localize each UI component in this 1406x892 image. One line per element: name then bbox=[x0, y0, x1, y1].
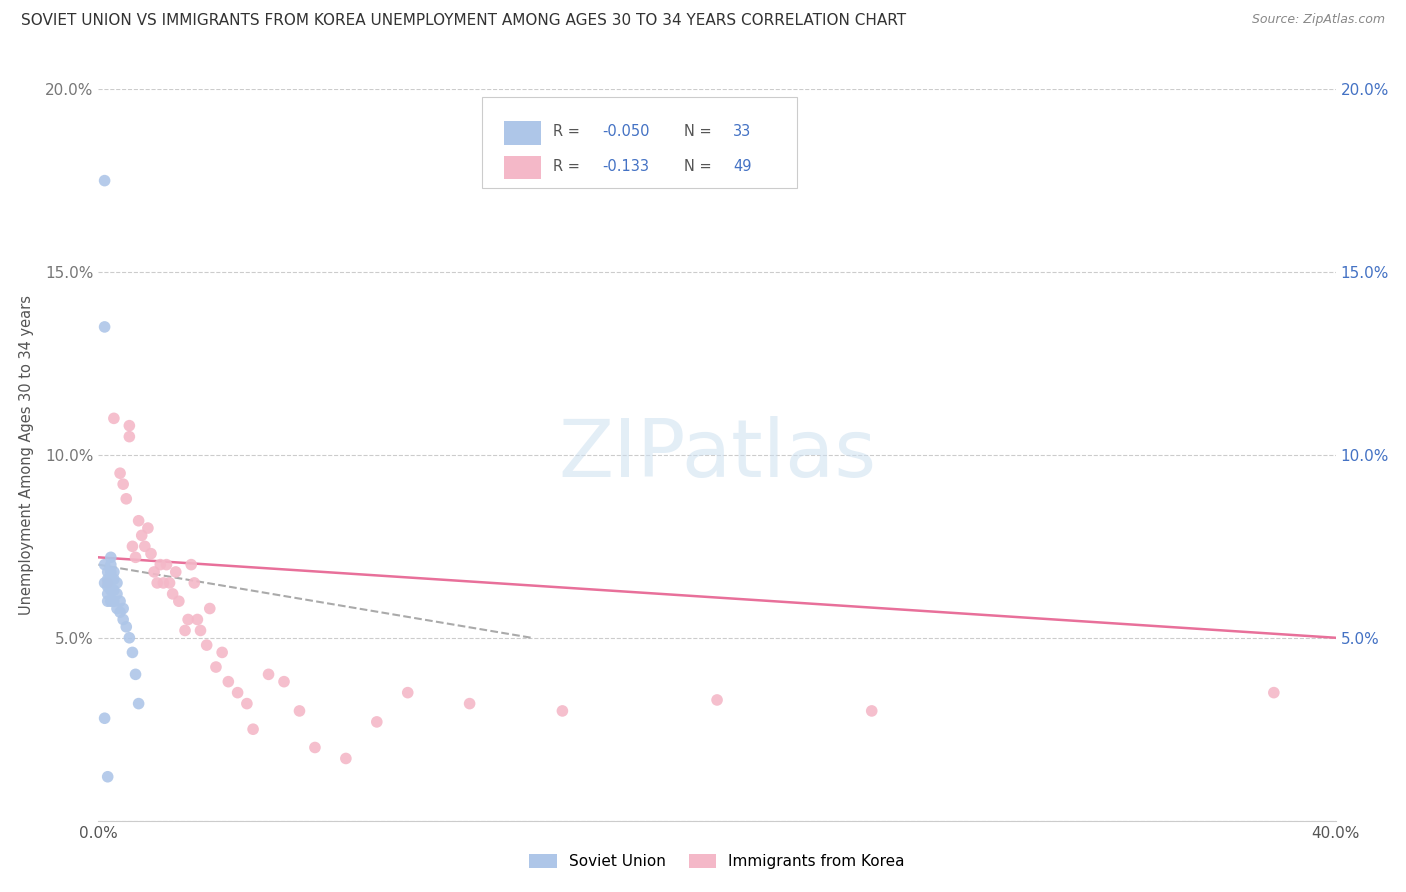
Point bbox=[93, 558, 115, 572]
Point bbox=[217, 674, 239, 689]
Point bbox=[257, 667, 280, 681]
Point bbox=[124, 667, 146, 681]
Point bbox=[152, 576, 174, 591]
Point bbox=[335, 751, 357, 765]
Point bbox=[458, 697, 481, 711]
Point bbox=[103, 411, 125, 425]
Point bbox=[97, 565, 120, 579]
Point bbox=[706, 693, 728, 707]
Point bbox=[97, 594, 120, 608]
Point bbox=[177, 613, 200, 627]
Point bbox=[162, 587, 184, 601]
Point bbox=[128, 514, 150, 528]
Point bbox=[108, 466, 131, 480]
Bar bbox=[505, 121, 541, 145]
Point bbox=[121, 539, 143, 553]
Point bbox=[115, 491, 138, 506]
Point bbox=[112, 613, 135, 627]
Point bbox=[186, 613, 208, 627]
Point bbox=[273, 674, 295, 689]
Point bbox=[198, 601, 221, 615]
Text: Source: ZipAtlas.com: Source: ZipAtlas.com bbox=[1251, 13, 1385, 27]
Point bbox=[1263, 685, 1285, 699]
Point bbox=[131, 528, 153, 542]
Text: R =: R = bbox=[553, 124, 583, 139]
Text: ZIPatlas: ZIPatlas bbox=[558, 416, 876, 494]
Point bbox=[97, 770, 120, 784]
Text: 49: 49 bbox=[733, 159, 752, 174]
Point bbox=[551, 704, 574, 718]
Point bbox=[118, 631, 141, 645]
Text: N =: N = bbox=[683, 159, 716, 174]
Point bbox=[366, 714, 388, 729]
Point bbox=[112, 601, 135, 615]
Point bbox=[118, 430, 141, 444]
Point bbox=[236, 697, 259, 711]
Point bbox=[100, 550, 122, 565]
Point bbox=[103, 594, 125, 608]
Point bbox=[195, 638, 218, 652]
Point bbox=[93, 711, 115, 725]
Point bbox=[136, 521, 159, 535]
Point bbox=[211, 645, 233, 659]
Point bbox=[93, 174, 115, 188]
Point bbox=[93, 576, 115, 591]
Point bbox=[118, 418, 141, 433]
Point bbox=[139, 547, 162, 561]
Point bbox=[396, 685, 419, 699]
Point bbox=[100, 594, 122, 608]
Point bbox=[100, 565, 122, 579]
Point bbox=[100, 558, 122, 572]
Point bbox=[115, 620, 138, 634]
Point bbox=[108, 605, 131, 619]
Bar bbox=[505, 156, 541, 179]
Point bbox=[155, 558, 177, 572]
Point bbox=[128, 697, 150, 711]
Point bbox=[103, 572, 125, 586]
Point bbox=[100, 583, 122, 598]
Point bbox=[121, 645, 143, 659]
Point bbox=[103, 583, 125, 598]
Text: -0.133: -0.133 bbox=[602, 159, 650, 174]
Point bbox=[93, 320, 115, 334]
Text: N =: N = bbox=[683, 124, 716, 139]
Point bbox=[242, 723, 264, 737]
Point bbox=[105, 601, 128, 615]
Point bbox=[105, 576, 128, 591]
Point bbox=[100, 572, 122, 586]
Y-axis label: Unemployment Among Ages 30 to 34 years: Unemployment Among Ages 30 to 34 years bbox=[20, 295, 34, 615]
Point bbox=[860, 704, 883, 718]
Point bbox=[149, 558, 172, 572]
Point bbox=[288, 704, 311, 718]
Text: -0.050: -0.050 bbox=[602, 124, 650, 139]
Point bbox=[124, 550, 146, 565]
FancyBboxPatch shape bbox=[482, 96, 797, 188]
Point bbox=[304, 740, 326, 755]
Legend: Soviet Union, Immigrants from Korea: Soviet Union, Immigrants from Korea bbox=[523, 848, 911, 875]
Text: SOVIET UNION VS IMMIGRANTS FROM KOREA UNEMPLOYMENT AMONG AGES 30 TO 34 YEARS COR: SOVIET UNION VS IMMIGRANTS FROM KOREA UN… bbox=[21, 13, 907, 29]
Point bbox=[167, 594, 190, 608]
Point bbox=[97, 580, 120, 594]
Point bbox=[97, 587, 120, 601]
Point bbox=[190, 624, 212, 638]
Point bbox=[205, 660, 228, 674]
Point bbox=[183, 576, 205, 591]
Point bbox=[134, 539, 156, 553]
Point bbox=[105, 587, 128, 601]
Text: 33: 33 bbox=[733, 124, 751, 139]
Point bbox=[112, 477, 135, 491]
Point bbox=[97, 576, 120, 591]
Point bbox=[97, 572, 120, 586]
Point bbox=[226, 685, 249, 699]
Point bbox=[146, 576, 169, 591]
Point bbox=[174, 624, 197, 638]
Text: R =: R = bbox=[553, 159, 589, 174]
Point bbox=[103, 565, 125, 579]
Point bbox=[180, 558, 202, 572]
Point bbox=[159, 576, 181, 591]
Point bbox=[165, 565, 187, 579]
Point bbox=[108, 594, 131, 608]
Point bbox=[143, 565, 166, 579]
